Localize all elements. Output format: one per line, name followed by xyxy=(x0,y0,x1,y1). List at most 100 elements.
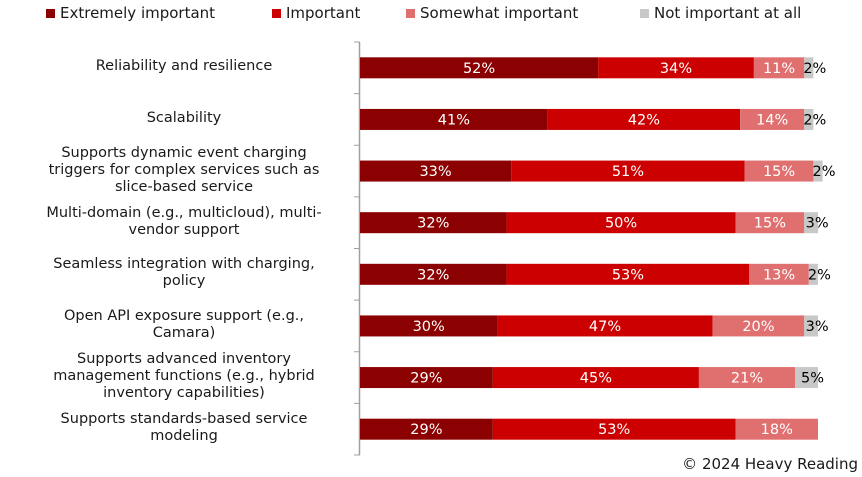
legend-label: Not important at all xyxy=(654,4,802,22)
legend-item: Somewhat important xyxy=(406,4,578,22)
data-label: 13% xyxy=(763,267,795,283)
legend-swatch xyxy=(406,8,415,18)
data-label: 2% xyxy=(803,61,826,77)
bar-segment xyxy=(506,212,736,234)
data-label: 42% xyxy=(628,112,660,128)
data-label: 30% xyxy=(413,319,445,335)
data-label: 5% xyxy=(801,371,824,387)
bar-segment xyxy=(698,367,796,389)
bar-segment xyxy=(360,263,507,285)
data-label: 50% xyxy=(605,216,637,232)
data-label: 45% xyxy=(580,371,612,387)
legend-item: Extremely important xyxy=(46,4,215,22)
category-label-line: vendor support xyxy=(128,221,240,238)
bar-segment xyxy=(808,263,818,285)
category-label: Reliability and resilience xyxy=(24,58,344,75)
category-label: Open API exposure support (e.g., Camara) xyxy=(24,308,344,342)
bar-segment xyxy=(492,367,699,389)
data-label: 15% xyxy=(754,216,786,232)
data-label: 32% xyxy=(417,216,449,232)
bar-segment xyxy=(547,108,741,130)
data-label: 2% xyxy=(808,267,831,283)
category-label: Seamless integration with charging, polic… xyxy=(24,256,344,290)
category-label-line: Supports standards-based service xyxy=(60,411,308,428)
bar-segment xyxy=(804,108,814,130)
category-label-line: management functions (e.g., hybrid xyxy=(53,368,315,385)
category-label-line: inventory capabilities) xyxy=(103,385,265,402)
bar-segment xyxy=(506,263,750,285)
bar-segment xyxy=(804,315,818,337)
bar-segment xyxy=(735,212,805,234)
bar-segment xyxy=(360,212,507,234)
legend-swatch xyxy=(46,8,55,18)
bar-segment xyxy=(360,418,493,440)
bar-segment xyxy=(511,160,745,182)
category-label-line: Seamless integration with charging, xyxy=(53,256,315,273)
category-label-line: Supports dynamic event charging xyxy=(61,144,307,161)
legend-swatch xyxy=(272,8,281,18)
category-label-line: Open API exposure support (e.g., xyxy=(63,307,304,324)
category-label: Supports standards-based service modeling xyxy=(24,411,344,445)
category-label-line: triggers for complex services such as xyxy=(48,161,320,178)
legend-label: Somewhat important xyxy=(420,4,579,22)
category-label: Multi-domain (e.g., multicloud), multi-v… xyxy=(24,205,344,239)
bar-segment xyxy=(598,57,754,79)
data-label: 32% xyxy=(417,267,449,283)
bar-segment xyxy=(804,212,818,234)
data-label: 41% xyxy=(438,112,470,128)
legend-swatch xyxy=(640,8,649,18)
category-label: Supports dynamic event charging triggers … xyxy=(24,145,344,196)
bar-segment xyxy=(753,57,805,79)
category-label: Supports advanced inventory management fu… xyxy=(24,351,344,402)
category-label-line: modeling xyxy=(150,428,218,445)
bar-segment xyxy=(740,108,805,130)
data-label: 11% xyxy=(763,61,795,77)
data-label: 15% xyxy=(763,164,795,180)
data-label: 34% xyxy=(660,61,692,77)
bar-segment xyxy=(712,315,805,337)
bar-segment xyxy=(744,160,814,182)
data-label: 33% xyxy=(419,164,451,180)
chart-legend: Extremely important Important Somewhat imp… xyxy=(0,4,862,28)
bar-segment xyxy=(735,418,818,440)
bar-segment xyxy=(360,315,498,337)
bar-segment xyxy=(360,57,599,79)
copyright-notice: © 2024 Heavy Reading xyxy=(682,455,858,473)
category-label: Scalability xyxy=(24,110,344,127)
category-label-line: Multi-domain (e.g., multicloud), multi- xyxy=(46,204,322,221)
category-label-line: policy xyxy=(162,273,206,290)
data-label: 3% xyxy=(806,319,829,335)
bar-segment xyxy=(360,108,548,130)
data-label: 18% xyxy=(761,422,793,438)
data-label: 29% xyxy=(410,422,442,438)
data-label: 2% xyxy=(812,164,835,180)
legend-label: Important xyxy=(286,4,361,22)
legend-item: Important xyxy=(272,4,360,22)
data-label: 21% xyxy=(731,371,763,387)
bar-segment xyxy=(804,57,814,79)
bar-segment xyxy=(492,418,736,440)
category-label-line: Reliability and resilience xyxy=(95,58,273,75)
category-label-line: slice-based service xyxy=(114,178,254,195)
data-label: 53% xyxy=(612,267,644,283)
data-label: 47% xyxy=(589,319,621,335)
data-label: 51% xyxy=(612,164,644,180)
bar-segment xyxy=(813,160,823,182)
legend-label: Extremely important xyxy=(60,4,216,22)
legend-item: Not important at all xyxy=(640,4,801,22)
data-label: 14% xyxy=(756,112,788,128)
data-label: 3% xyxy=(806,216,829,232)
data-label: 53% xyxy=(598,422,630,438)
data-label: 2% xyxy=(803,112,826,128)
category-label-line: Camara) xyxy=(152,324,216,341)
data-label: 29% xyxy=(410,371,442,387)
category-label-line: Supports advanced inventory xyxy=(77,351,291,368)
bar-segment xyxy=(360,367,493,389)
bar-segment xyxy=(497,315,713,337)
category-label-line: Scalability xyxy=(146,109,222,126)
bar-segment xyxy=(795,367,818,389)
data-label: 52% xyxy=(463,61,495,77)
bar-segment xyxy=(360,160,512,182)
bar-segment xyxy=(749,263,809,285)
